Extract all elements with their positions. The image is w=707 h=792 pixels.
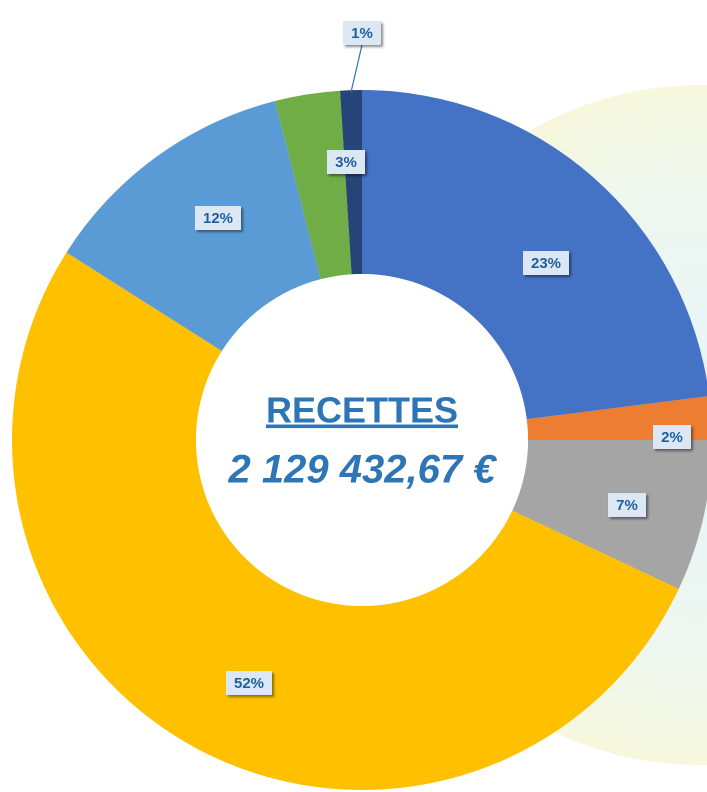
label-box [343, 21, 381, 45]
data-label: 7% [616, 497, 638, 514]
donut-hole [196, 274, 528, 606]
slice [11, 252, 679, 791]
data-label: 52% [234, 675, 264, 692]
center-title: RECETTES [266, 390, 458, 431]
slice [340, 90, 362, 275]
label-box [653, 425, 691, 449]
data-label: 12% [203, 210, 233, 227]
data-label: 1% [351, 25, 373, 42]
label-box [523, 251, 569, 275]
label-box [195, 206, 241, 230]
data-label: 2% [661, 429, 683, 446]
leader-line [350, 44, 363, 93]
label-box [226, 671, 272, 695]
slice [66, 100, 321, 352]
label-box [327, 150, 365, 174]
data-label: 23% [531, 255, 561, 272]
slice [274, 90, 352, 280]
data-label: 3% [335, 154, 357, 171]
center-value: 2 129 432,67 € [228, 448, 498, 492]
label-box [608, 493, 646, 517]
